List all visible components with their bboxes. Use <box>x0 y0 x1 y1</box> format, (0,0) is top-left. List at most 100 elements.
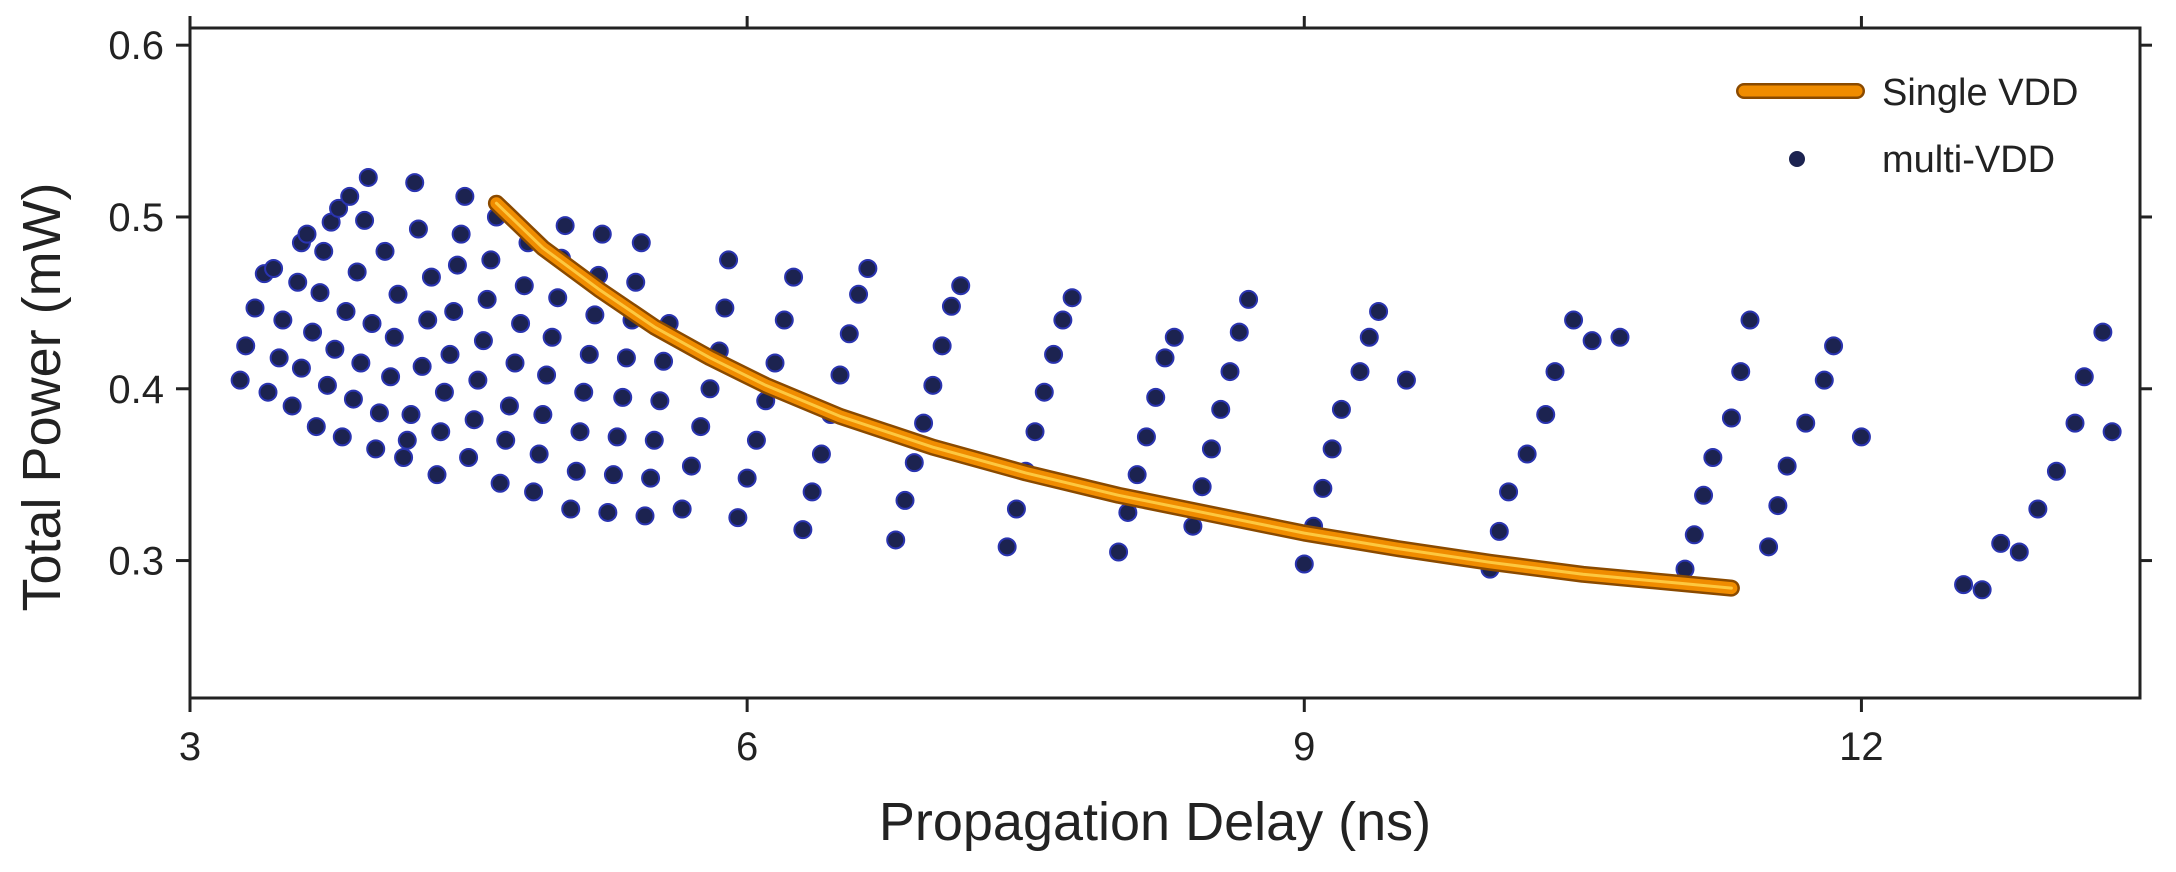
scatter-point <box>297 224 317 244</box>
scatter-point <box>616 348 636 368</box>
scatter-point <box>1564 310 1584 330</box>
scatter-point <box>347 262 367 282</box>
scatter-point <box>355 210 375 230</box>
scatter-point <box>1369 301 1389 321</box>
scatter-point <box>258 382 278 402</box>
scatter-point <box>715 298 735 318</box>
scatter-point <box>245 298 265 318</box>
scatter-point <box>1703 447 1723 467</box>
scatter-point <box>793 520 813 540</box>
scatter-point <box>555 216 575 236</box>
scatter-point <box>1991 533 2011 553</box>
scatter-point <box>1610 327 1630 347</box>
scatter-point <box>451 224 471 244</box>
scatter-point <box>904 453 924 473</box>
scatter-point <box>585 305 605 325</box>
x-tick-label: 3 <box>179 725 201 769</box>
scatter-point <box>1062 288 1082 308</box>
scatter-point <box>1127 465 1147 485</box>
scatter-point <box>746 430 766 450</box>
scatter-point <box>369 403 389 423</box>
scatter-point <box>431 422 451 442</box>
scatter-point <box>2102 422 2122 442</box>
plot-area: 3 6 9 12 0.3 0.4 0.5 0.6 <box>108 16 2152 769</box>
scatter-point <box>932 336 952 356</box>
scatter-point <box>592 224 612 244</box>
scatter-point <box>264 259 284 279</box>
scatter-point <box>1731 362 1751 382</box>
scatter-point <box>340 186 360 206</box>
scatter-point <box>858 259 878 279</box>
scatter-point <box>366 439 386 459</box>
scatter-point <box>1851 427 1871 447</box>
scatter-point <box>230 370 250 390</box>
scatter-point <box>384 327 404 347</box>
scatter-point <box>691 417 711 437</box>
scatter-point <box>2028 499 2048 519</box>
scatter-point <box>997 537 1017 557</box>
scatter-point <box>1201 439 1221 459</box>
y-tick-label: 0.4 <box>108 368 164 412</box>
single-vdd-line-highlight <box>494 201 1733 590</box>
scatter-point <box>784 267 804 287</box>
scatter-point <box>468 370 488 390</box>
scatter-point <box>579 344 599 364</box>
scatter-point <box>607 427 627 447</box>
scatter-point <box>291 358 311 378</box>
scatter-point <box>397 430 417 450</box>
scatter-point <box>1034 382 1054 402</box>
scatter-point <box>1109 542 1129 562</box>
scatter-point <box>2074 367 2094 387</box>
scatter-point <box>728 508 748 528</box>
scatter-point <box>1582 331 1602 351</box>
scatter-point <box>505 353 525 373</box>
scatter-point <box>273 310 293 330</box>
scatter-point <box>650 391 670 411</box>
scatter-point <box>332 427 352 447</box>
scatter-point <box>1777 456 1797 476</box>
scatter-point <box>282 396 302 416</box>
scatter-point <box>473 331 493 351</box>
scatter-point <box>459 447 479 467</box>
scatter-point <box>2093 322 2113 342</box>
scatter-point <box>455 186 475 206</box>
scatter-point <box>2046 461 2066 481</box>
scatter-point <box>351 353 371 373</box>
scatter-point <box>1350 362 1370 382</box>
scatter-point <box>603 465 623 485</box>
scatter-point <box>765 353 785 373</box>
scatter-point <box>1489 521 1509 541</box>
scatter-point <box>2009 542 2029 562</box>
scatter-point <box>236 336 256 356</box>
scatter-point <box>1239 289 1259 309</box>
scatter-point <box>923 375 943 395</box>
x-tick-label: 9 <box>1293 725 1315 769</box>
scatter-point <box>401 405 421 425</box>
scatter-point <box>570 422 590 442</box>
scatter-point <box>269 348 289 368</box>
scatter-point <box>700 379 720 399</box>
scatter-point <box>427 465 447 485</box>
scatter-point <box>306 417 326 437</box>
scatter-point <box>1313 478 1333 498</box>
y-axis-label: Total Power (mW) <box>12 182 72 611</box>
scatter-point <box>434 382 454 402</box>
scatter-point <box>1759 537 1779 557</box>
scatter-point <box>886 530 906 550</box>
scatter-point <box>537 365 557 385</box>
scatter-point <box>1954 575 1974 595</box>
scatter-point <box>830 365 850 385</box>
scatter-point <box>418 310 438 330</box>
scatter-point <box>644 430 664 450</box>
scatter-point <box>1192 477 1212 497</box>
scatter-point <box>499 396 519 416</box>
plot-frame <box>188 26 2142 700</box>
legend-marker-swatch <box>1789 151 1805 167</box>
scatter-point <box>951 276 971 296</box>
scatter-point <box>1146 387 1166 407</box>
scatter-point <box>408 219 428 239</box>
scatter-point <box>490 473 510 493</box>
scatter-point <box>447 255 467 275</box>
scatter-point <box>1229 322 1249 342</box>
scatter-point <box>542 327 562 347</box>
